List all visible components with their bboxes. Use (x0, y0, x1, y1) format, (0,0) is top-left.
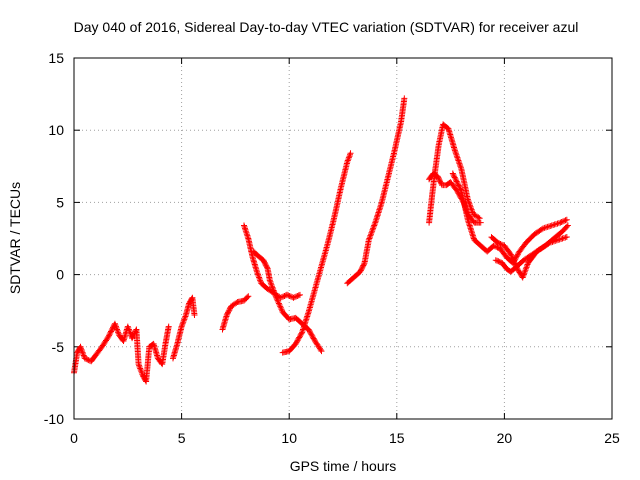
data-point-cluster (449, 170, 570, 266)
data-points (71, 95, 571, 385)
data-point-cluster (426, 121, 483, 226)
y-tick-label: 15 (48, 50, 64, 66)
data-point-cluster (219, 293, 252, 333)
x-tick-label: 10 (281, 430, 297, 446)
chart-title: Day 040 of 2016, Sidereal Day-to-day VTE… (74, 19, 579, 35)
data-point-cluster (344, 95, 408, 287)
x-tick-label: 25 (604, 430, 620, 446)
y-tick-label: 0 (56, 267, 64, 283)
x-axis-label: GPS time / hours (290, 458, 397, 474)
y-tick-label: -10 (44, 411, 64, 427)
data-point-cluster (279, 150, 354, 356)
x-tick-label: 0 (70, 430, 78, 446)
y-tick-label: 5 (56, 194, 64, 210)
data-point-cluster (488, 222, 571, 281)
x-tick-label: 15 (389, 430, 405, 446)
data-point-cluster (170, 294, 198, 362)
plot-frame (73, 57, 613, 420)
data-point-cluster (241, 222, 303, 301)
x-tick-label: 20 (497, 430, 513, 446)
y-axis-label: SDTVAR / TECUs (7, 182, 23, 294)
y-tick-label: -5 (52, 339, 65, 355)
data-point-cluster (71, 320, 172, 385)
axis-ticks: 0 5 10 15 20 25 -10 -5 0 5 10 15 (44, 50, 620, 446)
y-tick-label: 10 (48, 122, 64, 138)
x-tick-label: 5 (178, 430, 186, 446)
